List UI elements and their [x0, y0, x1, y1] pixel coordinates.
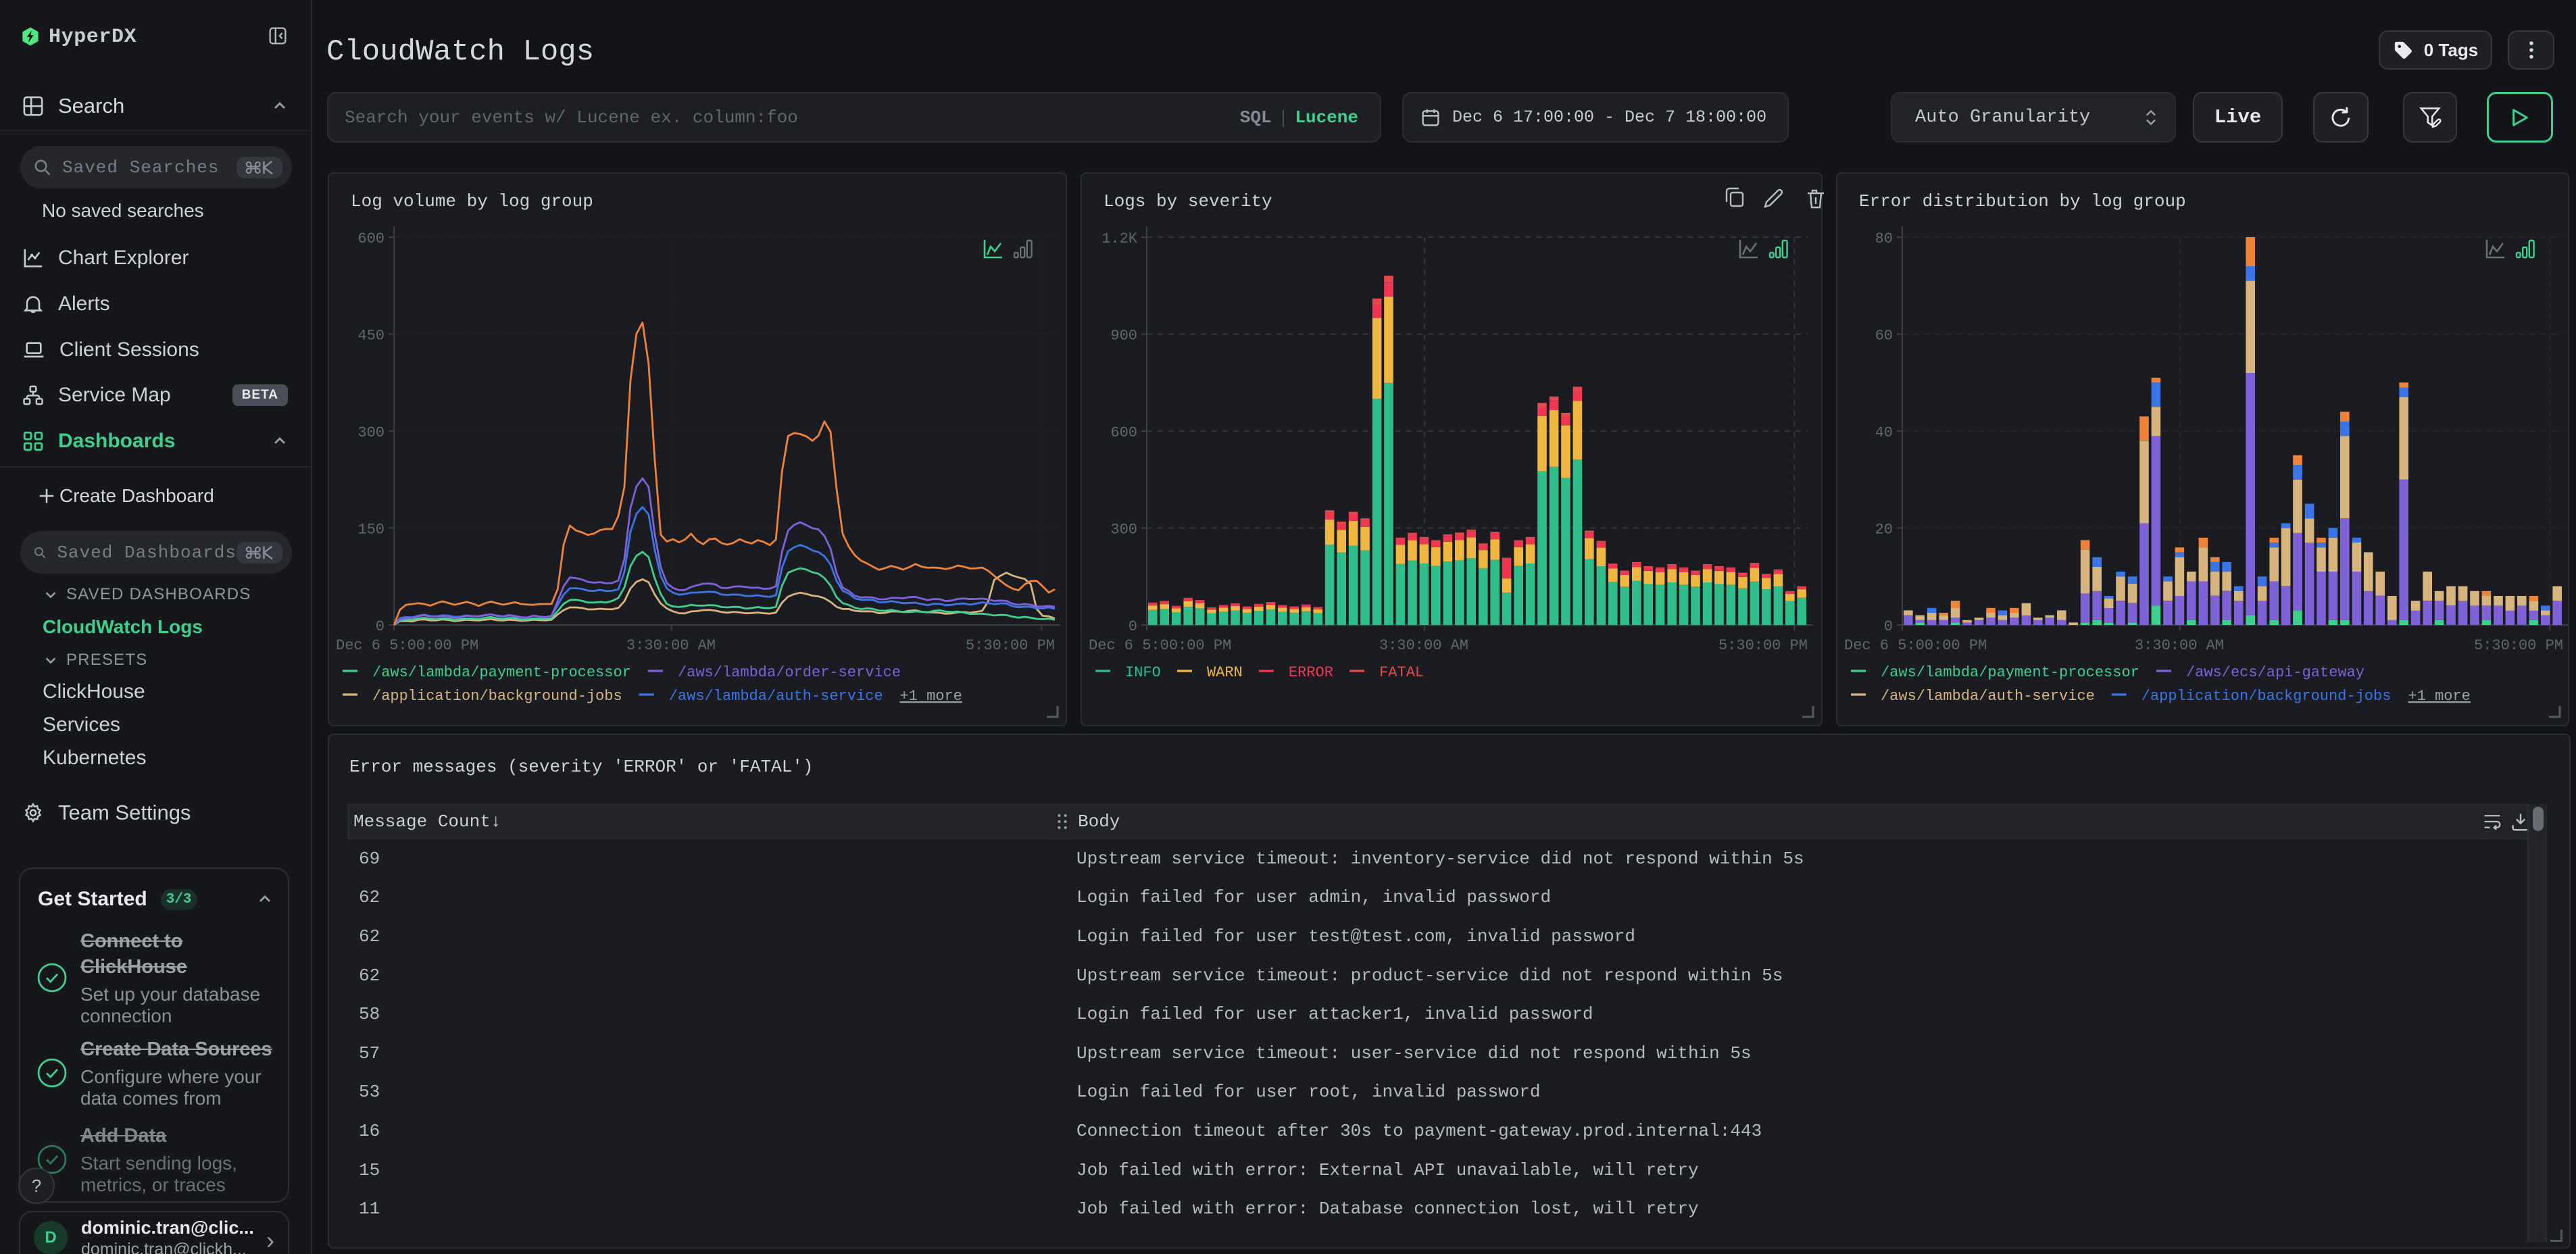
svg-text:5:30:00 PM: 5:30:00 PM — [2474, 637, 2563, 654]
svg-text:300: 300 — [357, 424, 385, 441]
svg-text:80: 80 — [1875, 230, 1893, 247]
svg-text:300: 300 — [1110, 521, 1137, 538]
svg-text:5:30:00 PM: 5:30:00 PM — [966, 637, 1055, 654]
svg-text:3:30:00 AM: 3:30:00 AM — [1379, 637, 1468, 654]
svg-text:/aws/lambda/payment-processor: /aws/lambda/payment-processor — [372, 664, 631, 681]
svg-text:900: 900 — [1110, 328, 1137, 345]
svg-text:Error distribution by log grou: Error distribution by log group — [1859, 191, 2186, 211]
svg-text:600: 600 — [357, 230, 385, 247]
svg-text:INFO: INFO — [1125, 664, 1161, 681]
svg-text:0: 0 — [376, 618, 385, 635]
svg-text:ERROR: ERROR — [1289, 664, 1333, 681]
svg-text:20: 20 — [1875, 521, 1893, 538]
svg-text:60: 60 — [1875, 328, 1893, 345]
svg-text:40: 40 — [1875, 424, 1893, 441]
svg-text:+1 more: +1 more — [2408, 688, 2470, 705]
svg-text:1.2K: 1.2K — [1101, 230, 1138, 247]
svg-text:/aws/lambda/payment-processor: /aws/lambda/payment-processor — [1881, 664, 2139, 681]
svg-text:0: 0 — [1884, 618, 1893, 635]
svg-text:FATAL: FATAL — [1379, 664, 1424, 681]
svg-text:Dec 6 5:00:00 PM: Dec 6 5:00:00 PM — [1844, 637, 1987, 654]
svg-text:3:30:00 AM: 3:30:00 AM — [2135, 637, 2224, 654]
svg-text:/aws/lambda/auth-service: /aws/lambda/auth-service — [669, 688, 883, 705]
svg-text:/aws/lambda/order-service: /aws/lambda/order-service — [678, 664, 901, 681]
svg-text:/application/background-jobs: /application/background-jobs — [2141, 688, 2392, 705]
svg-text:5:30:00 PM: 5:30:00 PM — [1718, 637, 1808, 654]
svg-text:/application/background-jobs: /application/background-jobs — [372, 688, 622, 705]
svg-text:Dec 6 5:00:00 PM: Dec 6 5:00:00 PM — [336, 637, 478, 654]
svg-text:600: 600 — [1110, 424, 1137, 441]
svg-text:0: 0 — [1129, 618, 1137, 635]
svg-text:150: 150 — [357, 521, 385, 538]
svg-text:WARN: WARN — [1207, 664, 1243, 681]
svg-text:Logs by severity: Logs by severity — [1104, 191, 1272, 211]
svg-text:3:30:00 AM: 3:30:00 AM — [626, 637, 716, 654]
svg-text:450: 450 — [357, 328, 385, 345]
svg-text:/aws/ecs/api-gateway: /aws/ecs/api-gateway — [2186, 664, 2364, 681]
svg-text:/aws/lambda/auth-service: /aws/lambda/auth-service — [1881, 688, 2095, 705]
svg-text:+1 more: +1 more — [899, 688, 962, 705]
svg-text:Log volume by log group: Log volume by log group — [351, 191, 593, 211]
svg-text:Dec 6 5:00:00 PM: Dec 6 5:00:00 PM — [1089, 637, 1231, 654]
